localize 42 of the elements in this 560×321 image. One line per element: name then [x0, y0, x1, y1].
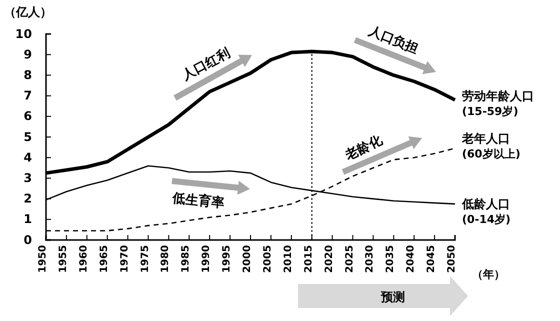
- x-tick-label: 2045: [426, 244, 438, 273]
- x-tick-label: 1970: [119, 244, 130, 273]
- y-tick-label: 5: [24, 130, 32, 144]
- x-tick-label: 1965: [98, 244, 110, 273]
- x-tick-label: 2025: [344, 244, 356, 273]
- x-tick-label: 1985: [180, 244, 192, 273]
- x-tick-label: 1995: [222, 244, 233, 273]
- x-tick-label: 2020: [324, 244, 335, 273]
- y-tick-label: 10: [15, 26, 32, 41]
- y-tick-label: 3: [24, 171, 32, 186]
- y-tick-label: 0: [24, 232, 32, 247]
- x-tick-label: 1975: [140, 244, 151, 273]
- y-tick-label: 8: [24, 68, 32, 82]
- x-tick-label: 1950: [38, 244, 48, 273]
- x-tick-label: 2035: [385, 244, 396, 273]
- x-tick-label: 2030: [364, 244, 376, 273]
- y-axis-title: （亿人）: [4, 5, 52, 19]
- x-tick-label: 1990: [201, 244, 212, 273]
- x-tick-label: 2015: [303, 244, 314, 273]
- text: 预测: [380, 290, 405, 304]
- x-tick-label: 1960: [78, 244, 90, 273]
- annotation: 老龄化: [342, 132, 386, 164]
- y-tick-label: 7: [24, 88, 32, 103]
- annotation: 人口负担: [366, 23, 420, 58]
- y-tick-label: 1: [24, 212, 32, 226]
- y-tick-label: 4: [24, 150, 32, 164]
- x-tick-label: 2010: [282, 244, 294, 273]
- series-label: 老年人口 (60岁以上): [461, 131, 520, 160]
- y-tick-label: 9: [24, 47, 32, 62]
- x-tick-label: 2040: [406, 244, 417, 273]
- x-tick-label: 2000: [242, 244, 253, 273]
- x-axis-title: （年）: [472, 268, 505, 281]
- annotation: 低生育率: [170, 190, 225, 212]
- x-tick-label: 2005: [262, 244, 274, 273]
- x-tick-label: 1980: [160, 244, 172, 273]
- annotation: 人口红利: [178, 44, 233, 84]
- series-label: 低龄人口 (0-14岁): [461, 196, 511, 226]
- x-tick-label: 1955: [58, 244, 69, 273]
- y-tick-label: 6: [24, 109, 32, 124]
- y-tick-label: 2: [24, 192, 32, 206]
- x-tick-label: 2050: [446, 244, 458, 273]
- series-label: 劳动年龄人口 (15-59岁): [462, 88, 534, 118]
